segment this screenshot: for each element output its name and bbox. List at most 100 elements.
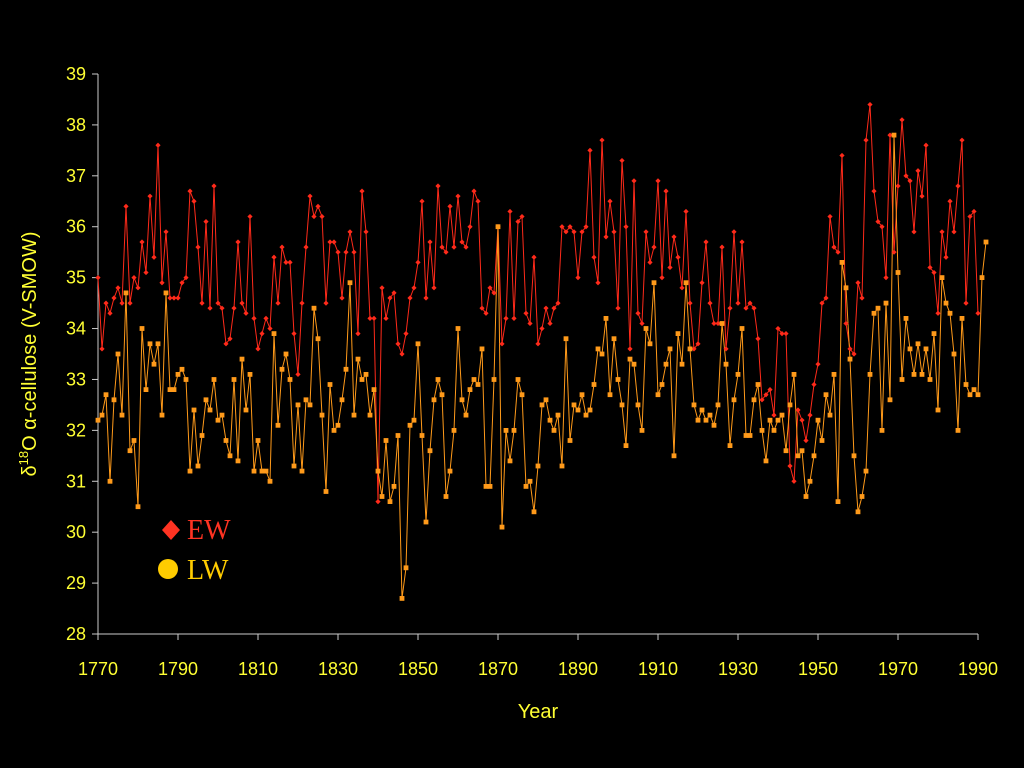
data-point-ew [243,310,249,316]
data-point-lw [471,377,477,382]
data-point-ew [675,254,681,260]
data-point-ew [823,295,829,301]
data-point-lw [227,453,233,459]
data-point-ew [411,285,417,291]
data-point-lw [555,412,561,418]
data-point-lw [871,310,877,316]
data-point-ew [915,168,921,174]
data-point-lw [163,290,169,296]
data-point-ew [591,254,597,260]
data-point-ew [663,188,669,194]
data-point-ew [567,224,573,230]
data-point-lw [395,433,401,438]
data-point-ew [227,336,233,342]
data-point-ew [855,280,861,286]
data-point-ew [491,290,497,296]
data-point-ew [731,229,737,235]
data-point-lw [359,377,365,382]
data-point-lw [107,478,113,484]
x-tick-label: 1970 [878,659,918,679]
data-point-lw [303,397,309,403]
data-point-ew [547,320,553,327]
data-point-ew [535,341,541,347]
data-point-lw [583,412,589,418]
data-point-lw [511,428,517,433]
data-point-lw [147,341,153,347]
data-point-lw [927,377,933,382]
data-point-ew [707,300,713,306]
y-tick-label: 39 [66,64,86,84]
data-point-lw [935,407,941,413]
data-point-lw [819,438,825,443]
data-point-ew [687,300,693,306]
data-point-ew [895,183,901,189]
data-point-ew [147,193,153,199]
data-point-ew [459,239,465,245]
data-point-ew [903,173,909,179]
data-point-lw [399,596,405,601]
data-point-ew [655,178,661,184]
data-point-lw [183,377,189,382]
data-point-ew [163,229,169,235]
data-point-ew [967,213,973,220]
data-point-lw [119,412,125,418]
x-tick-label: 1990 [958,659,998,679]
data-point-ew [635,310,641,316]
data-point-ew [375,499,381,505]
x-tick-label: 1870 [478,659,518,679]
data-point-ew [155,142,161,148]
data-point-lw [435,377,441,382]
data-point-ew [283,259,289,265]
data-point-ew [603,234,609,240]
data-point-lw [563,336,569,342]
data-point-lw [795,453,801,459]
data-point-lw [323,489,329,494]
data-point-lw [123,290,129,296]
data-point-ew [579,229,585,235]
data-point-ew [851,351,857,357]
data-point-ew [151,254,157,260]
data-point-ew [703,239,709,245]
data-point-lw [899,377,905,382]
data-point-lw [287,377,293,382]
data-point-lw [967,392,973,398]
y-tick-label: 32 [66,420,86,440]
data-point-lw [903,316,909,321]
data-point-lw [447,468,453,474]
y-tick-label: 33 [66,369,86,389]
data-point-ew [355,331,361,337]
series-points-lw [95,132,989,601]
data-point-lw [467,387,473,392]
data-point-lw [931,331,937,336]
x-tick-label: 1850 [398,659,438,679]
series-markers [95,101,989,601]
axes [97,74,978,635]
data-point-lw [959,316,965,321]
data-point-lw [963,382,969,387]
data-point-ew [583,224,589,230]
data-point-ew [119,300,125,306]
data-point-ew [295,371,301,377]
data-point-ew [875,219,881,225]
data-point-ew [431,285,437,291]
data-point-lw [143,387,149,392]
data-point-ew [811,381,817,388]
data-point-lw [647,341,653,347]
data-point-ew [527,320,533,327]
data-point-ew [963,300,969,306]
data-point-ew [159,280,165,286]
data-point-lw [763,458,769,464]
data-point-ew [291,331,297,337]
data-point-ew [691,346,697,352]
data-point-lw [255,438,261,443]
data-point-ew [891,249,897,255]
data-point-lw [407,422,413,428]
data-point-lw [791,372,797,377]
y-ticks: 28 29 30 31 32 33 34 35 36 37 38 39 [66,64,98,644]
data-point-lw [475,382,481,387]
data-point-ew [359,188,365,194]
data-point-ew [179,280,185,286]
data-point-lw [291,463,297,469]
data-point-lw [267,478,273,484]
data-point-ew [955,183,961,189]
